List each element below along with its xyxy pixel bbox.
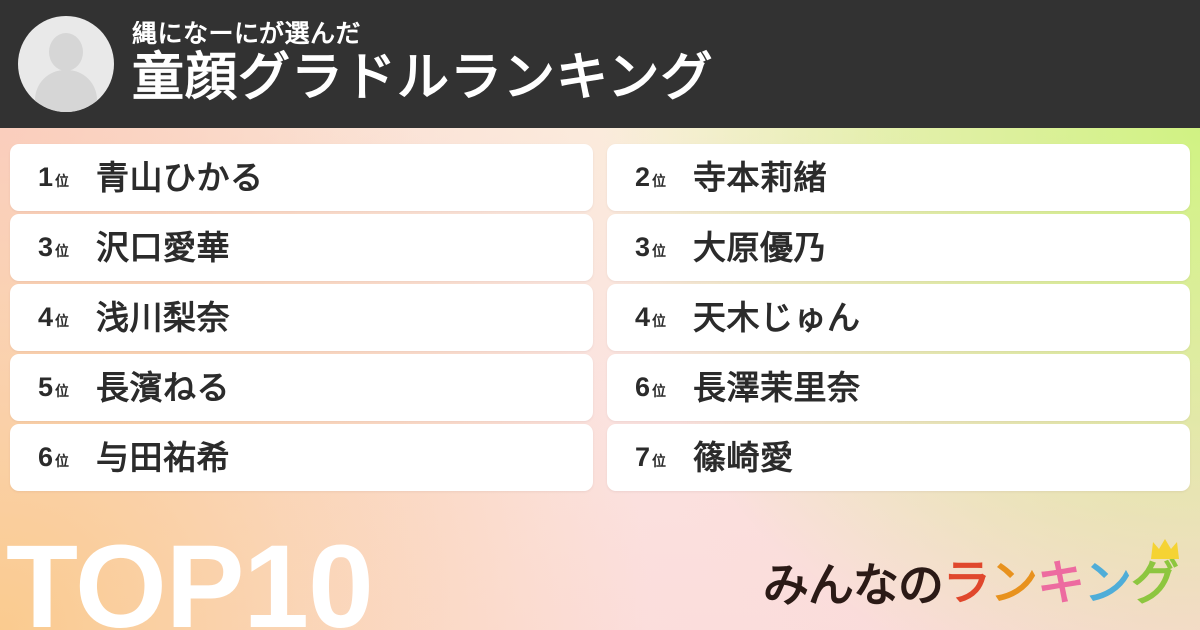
rank-suffix: 位 — [652, 383, 667, 399]
person-name: 長澤茉里奈 — [693, 369, 861, 406]
rank-number: 3 — [635, 232, 651, 262]
rank-number: 7 — [635, 442, 651, 472]
header-bar: 縄になーにが選んだ 童顔グラドルランキング — [0, 0, 1200, 128]
rank-suffix: 位 — [55, 313, 70, 329]
header-text-block: 縄になーにが選んだ 童顔グラドルランキング — [132, 21, 713, 107]
person-name: 浅川梨奈 — [96, 299, 230, 336]
person-name: 沢口愛華 — [96, 229, 230, 266]
rank-suffix: 位 — [55, 453, 70, 469]
user-avatar-placeholder-icon — [18, 16, 114, 112]
rank-number: 5 — [38, 372, 54, 402]
brand-char-n2: ン — [1083, 557, 1132, 610]
rank-suffix: 位 — [652, 453, 667, 469]
brand-logo-ranking: ラ ン キ ン グ — [942, 539, 1179, 610]
rank-number: 4 — [38, 302, 54, 332]
rank-suffix: 位 — [652, 243, 667, 259]
rank-number: 2 — [635, 162, 651, 192]
avatar-body-shape — [35, 70, 97, 112]
brand-char-gu: グ — [1130, 557, 1179, 610]
person-name: 寺本莉緒 — [693, 159, 827, 196]
rank-suffix: 位 — [652, 313, 667, 329]
crown-icon — [1151, 539, 1179, 559]
person-name: 大原優乃 — [693, 229, 827, 266]
person-name: 与田祐希 — [96, 439, 230, 476]
person-name: 青山ひかる — [96, 159, 264, 196]
person-name: 篠崎愛 — [693, 439, 794, 476]
brand-char-ra: ラ — [942, 557, 991, 610]
person-name: 長濱ねる — [96, 369, 230, 406]
brand-char-n1: ン — [989, 557, 1038, 610]
rank-suffix: 位 — [55, 173, 70, 189]
rank-suffix: 位 — [55, 383, 70, 399]
rank-number: 1 — [38, 162, 54, 192]
brand-logo-minnano: みんなの — [762, 559, 944, 611]
brand-logo[interactable]: みんなの ラ ン キ ン グ — [762, 534, 1179, 611]
page-title: 童顔グラドルランキング — [132, 48, 714, 107]
top10-watermark: TOP10 — [6, 521, 374, 630]
header-subtitle: 縄になーにが選んだ — [132, 20, 362, 48]
rank-suffix: 位 — [55, 243, 70, 259]
rank-number: 6 — [635, 372, 651, 402]
rank-number: 3 — [38, 232, 54, 262]
brand-char-ki: キ — [1036, 557, 1085, 610]
person-name: 天木じゅん — [693, 299, 861, 336]
rank-number: 6 — [38, 442, 54, 472]
rank-number: 4 — [635, 302, 651, 332]
avatar-head-shape — [49, 33, 83, 71]
rank-suffix: 位 — [652, 173, 667, 189]
